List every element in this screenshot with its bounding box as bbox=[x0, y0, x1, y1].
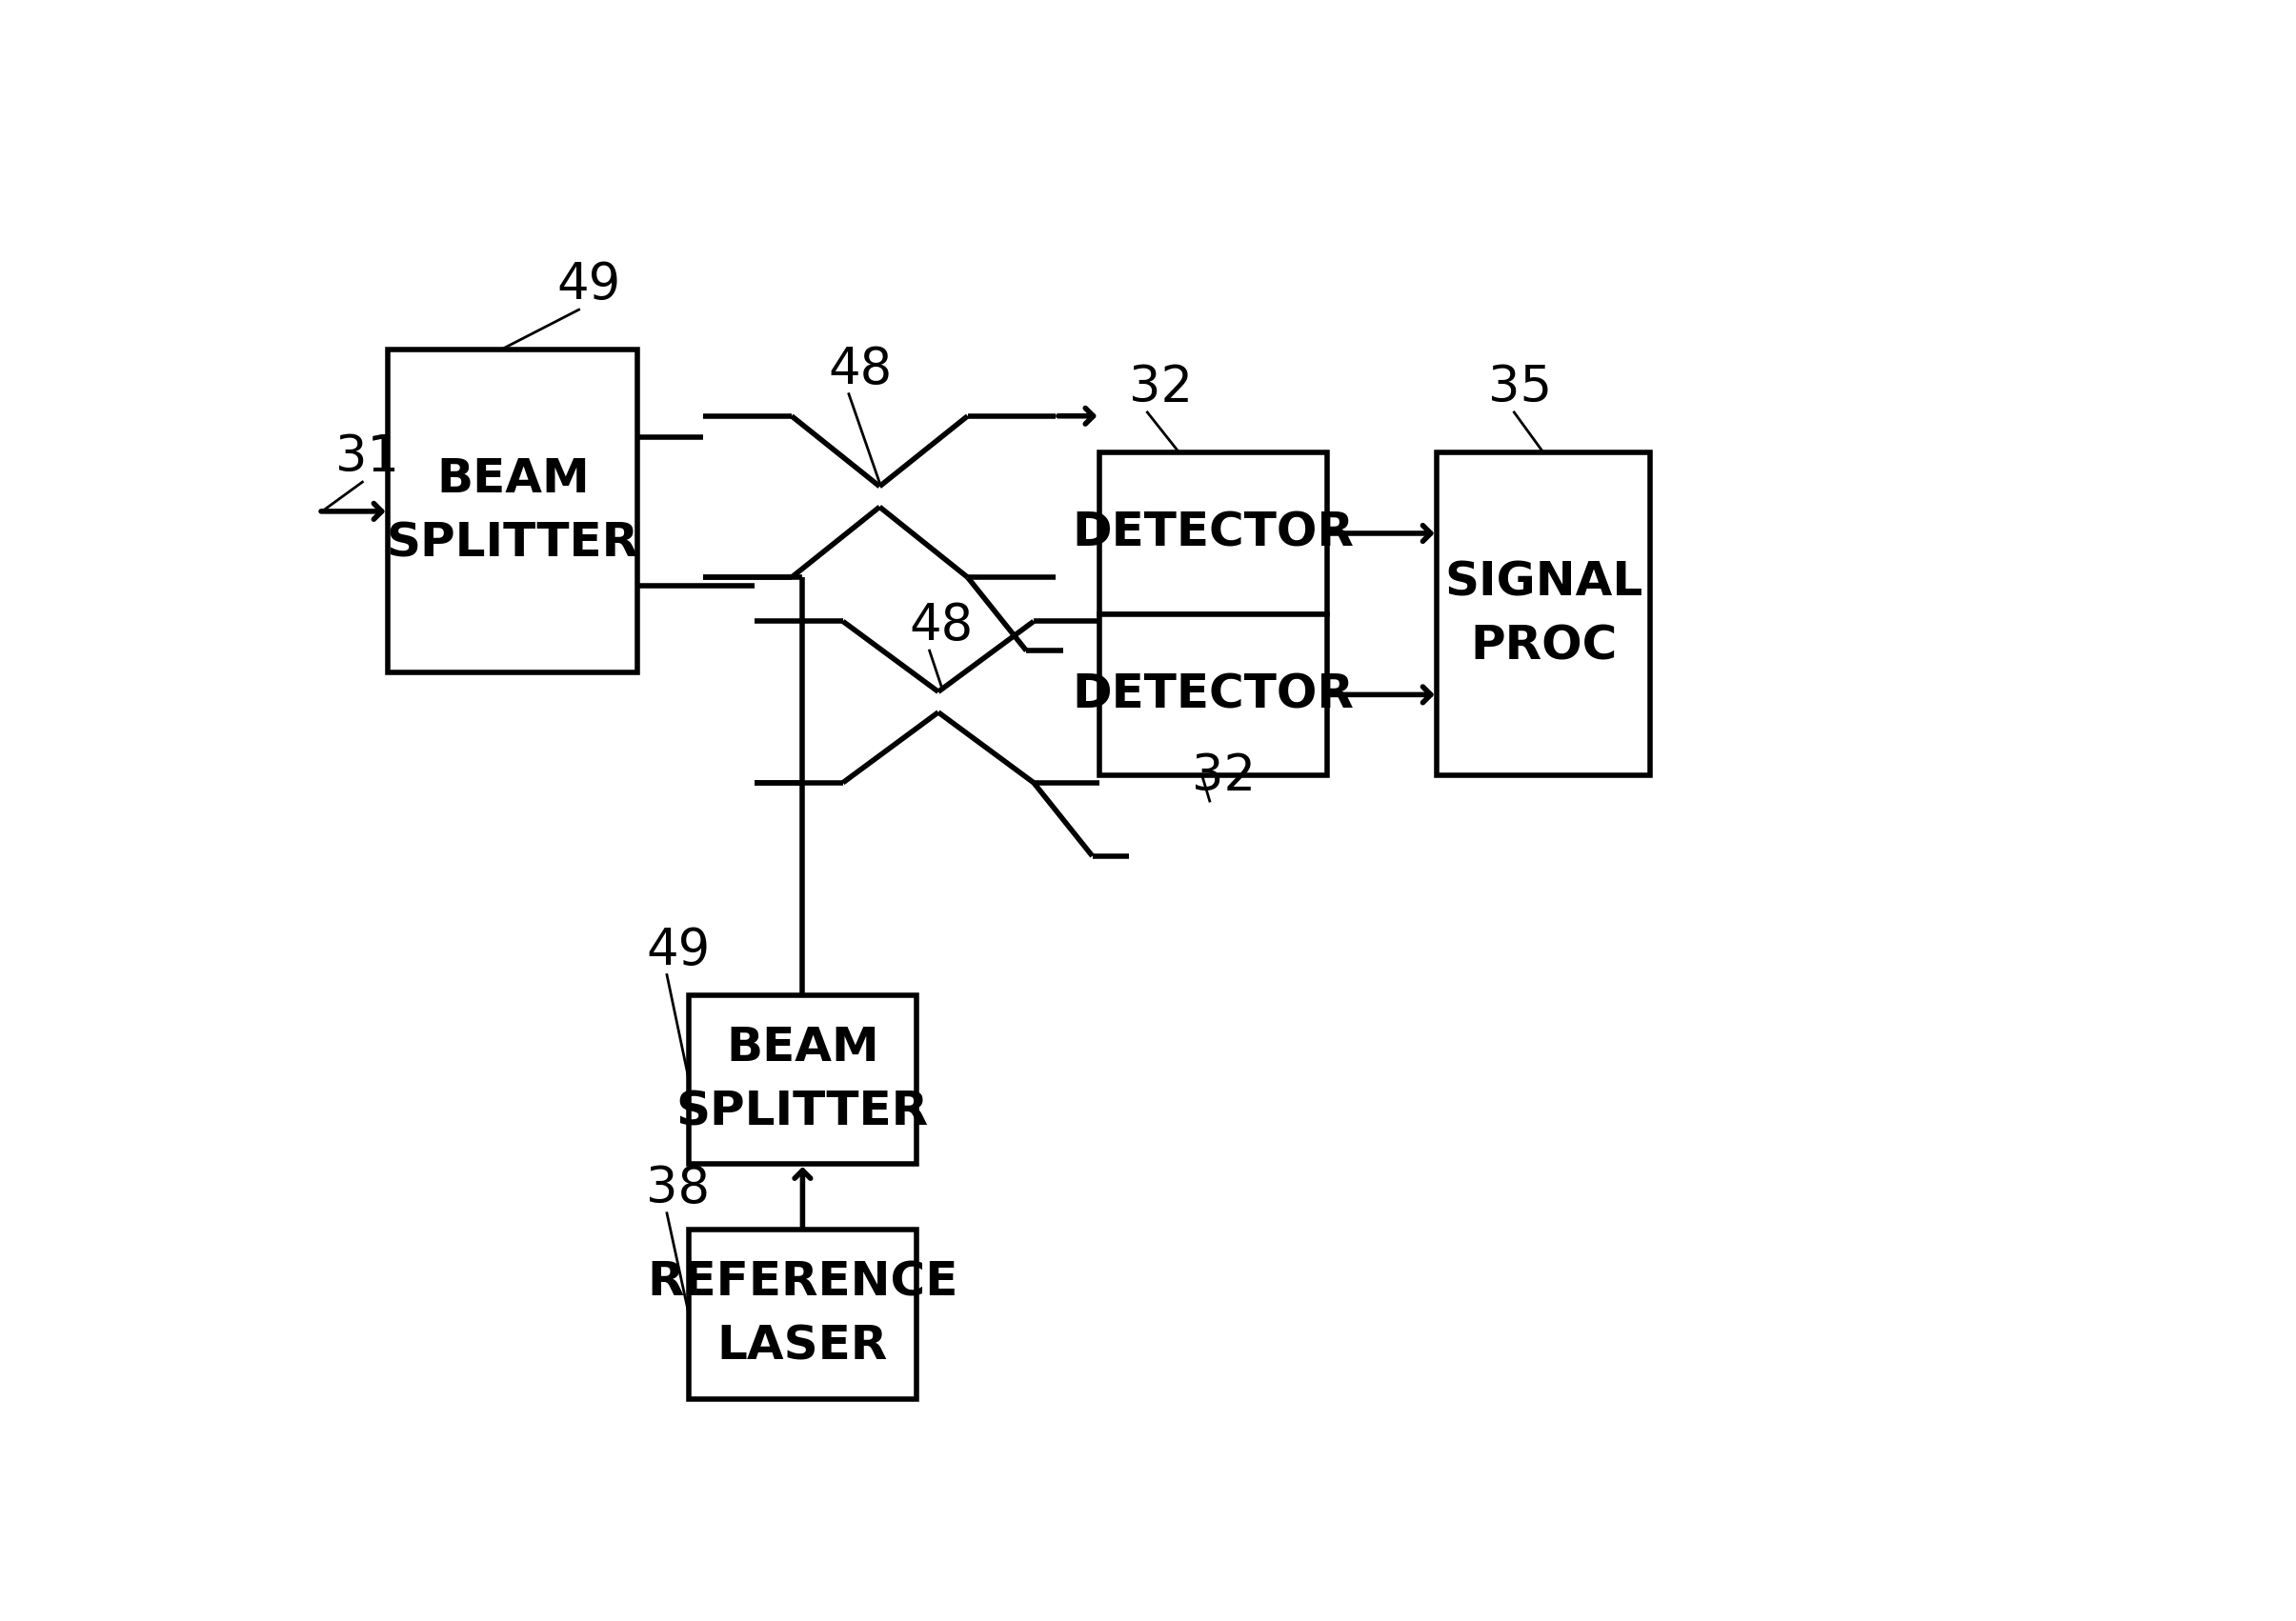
Text: 32: 32 bbox=[1192, 752, 1256, 801]
Text: BEAM
SPLITTER: BEAM SPLITTER bbox=[677, 1024, 930, 1135]
Text: 49: 49 bbox=[647, 926, 709, 974]
Text: REFERENCE
LASER: REFERENCE LASER bbox=[647, 1260, 957, 1370]
Bar bbox=[1100, 614, 1327, 775]
Text: 48: 48 bbox=[909, 601, 974, 650]
Text: 35: 35 bbox=[1488, 363, 1552, 412]
Bar bbox=[1437, 452, 1651, 775]
Text: DETECTOR: DETECTOR bbox=[1072, 671, 1355, 718]
Text: 49: 49 bbox=[558, 259, 620, 310]
Bar bbox=[388, 350, 638, 673]
Text: BEAM
SPLITTER: BEAM SPLITTER bbox=[386, 457, 638, 566]
Text: 31: 31 bbox=[335, 433, 400, 481]
Text: 48: 48 bbox=[829, 345, 893, 394]
Bar bbox=[689, 1230, 916, 1399]
Bar bbox=[689, 995, 916, 1164]
Text: 32: 32 bbox=[1130, 363, 1194, 412]
Text: 38: 38 bbox=[647, 1164, 709, 1213]
Bar bbox=[1100, 452, 1327, 614]
Text: SIGNAL
PROC: SIGNAL PROC bbox=[1444, 559, 1642, 669]
Text: DETECTOR: DETECTOR bbox=[1072, 511, 1355, 556]
